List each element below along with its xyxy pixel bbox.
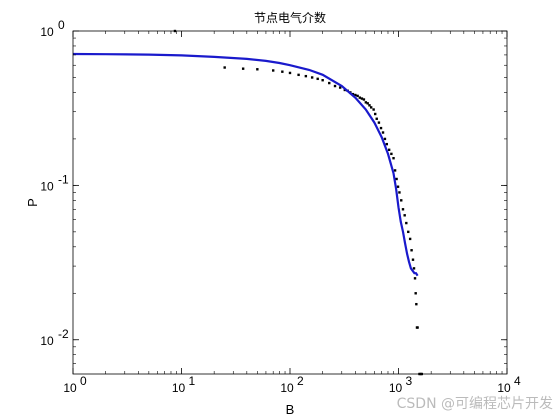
data-point xyxy=(411,258,415,261)
data-point xyxy=(401,208,405,211)
x-axis-label: B xyxy=(286,402,295,417)
data-point xyxy=(381,131,385,134)
data-point xyxy=(338,86,342,89)
data-point xyxy=(393,169,397,172)
x-tick-label: 10 xyxy=(280,381,294,395)
data-point xyxy=(288,71,292,75)
data-point xyxy=(383,137,387,141)
data-point xyxy=(360,97,364,100)
x-tick-exponent: 1 xyxy=(189,374,196,388)
x-tick-label: 10 xyxy=(63,381,77,395)
data-point xyxy=(374,112,377,116)
data-point xyxy=(413,277,417,280)
data-point xyxy=(403,214,406,217)
data-point xyxy=(364,101,368,104)
data-point xyxy=(407,230,410,234)
data-point xyxy=(387,148,391,152)
data-point xyxy=(321,79,324,82)
data-point xyxy=(396,185,400,188)
data-point xyxy=(377,121,381,124)
data-point xyxy=(297,73,300,77)
data-point xyxy=(356,94,359,98)
data-point xyxy=(256,68,259,71)
data-point xyxy=(412,267,416,270)
y-tick-exponent: -1 xyxy=(58,172,69,186)
x-tick-exponent: 4 xyxy=(514,374,521,388)
data-point xyxy=(405,221,408,225)
data-point xyxy=(354,93,357,97)
data-point xyxy=(415,302,418,306)
watermark: CSDN @可编程芯片开发 xyxy=(397,396,553,412)
data-point xyxy=(369,106,373,109)
data-point xyxy=(358,96,362,99)
data-point xyxy=(310,76,314,79)
data-point xyxy=(351,92,355,96)
data-point xyxy=(398,191,401,194)
data-point xyxy=(271,69,275,72)
fit-line xyxy=(72,52,419,277)
data-point xyxy=(362,98,366,101)
data-point xyxy=(410,249,413,252)
data-point xyxy=(385,142,388,146)
data-point xyxy=(408,237,412,241)
x-tick-label: 10 xyxy=(172,381,186,395)
data-point xyxy=(281,70,284,73)
data-point xyxy=(304,74,308,78)
x-tick-exponent: 3 xyxy=(406,374,413,388)
data-point xyxy=(366,102,369,105)
data-point xyxy=(379,126,383,130)
data-point xyxy=(414,292,417,295)
data-point xyxy=(395,177,398,181)
data-point xyxy=(316,77,319,81)
x-tick-label: 10 xyxy=(389,381,403,395)
y-tick-label: 10 xyxy=(40,25,54,39)
data-point xyxy=(400,199,403,202)
x-tick-exponent: 0 xyxy=(80,374,87,388)
data-point xyxy=(375,117,378,120)
data-point xyxy=(328,81,331,85)
data-point xyxy=(333,84,337,88)
chart-title: 节点电气介数 xyxy=(254,10,326,25)
data-point xyxy=(390,152,393,156)
y-tick-exponent: 0 xyxy=(58,18,65,32)
data-point xyxy=(368,104,371,107)
y-tick-label: 10 xyxy=(40,334,54,348)
data-point xyxy=(372,108,375,111)
ticks-layer: 10 0 10 1 10 2 10 3 10 410 -210 -110 0 xyxy=(40,18,521,395)
x-tick-exponent: 2 xyxy=(297,374,304,388)
y-axis-label: P xyxy=(25,198,40,207)
data-point xyxy=(241,67,245,70)
data-point xyxy=(223,66,226,69)
y-tick-label: 10 xyxy=(40,179,54,193)
y-tick-exponent: -2 xyxy=(58,327,69,341)
data-point xyxy=(416,326,419,329)
data-point xyxy=(392,156,395,160)
x-tick-label: 10 xyxy=(497,381,511,395)
